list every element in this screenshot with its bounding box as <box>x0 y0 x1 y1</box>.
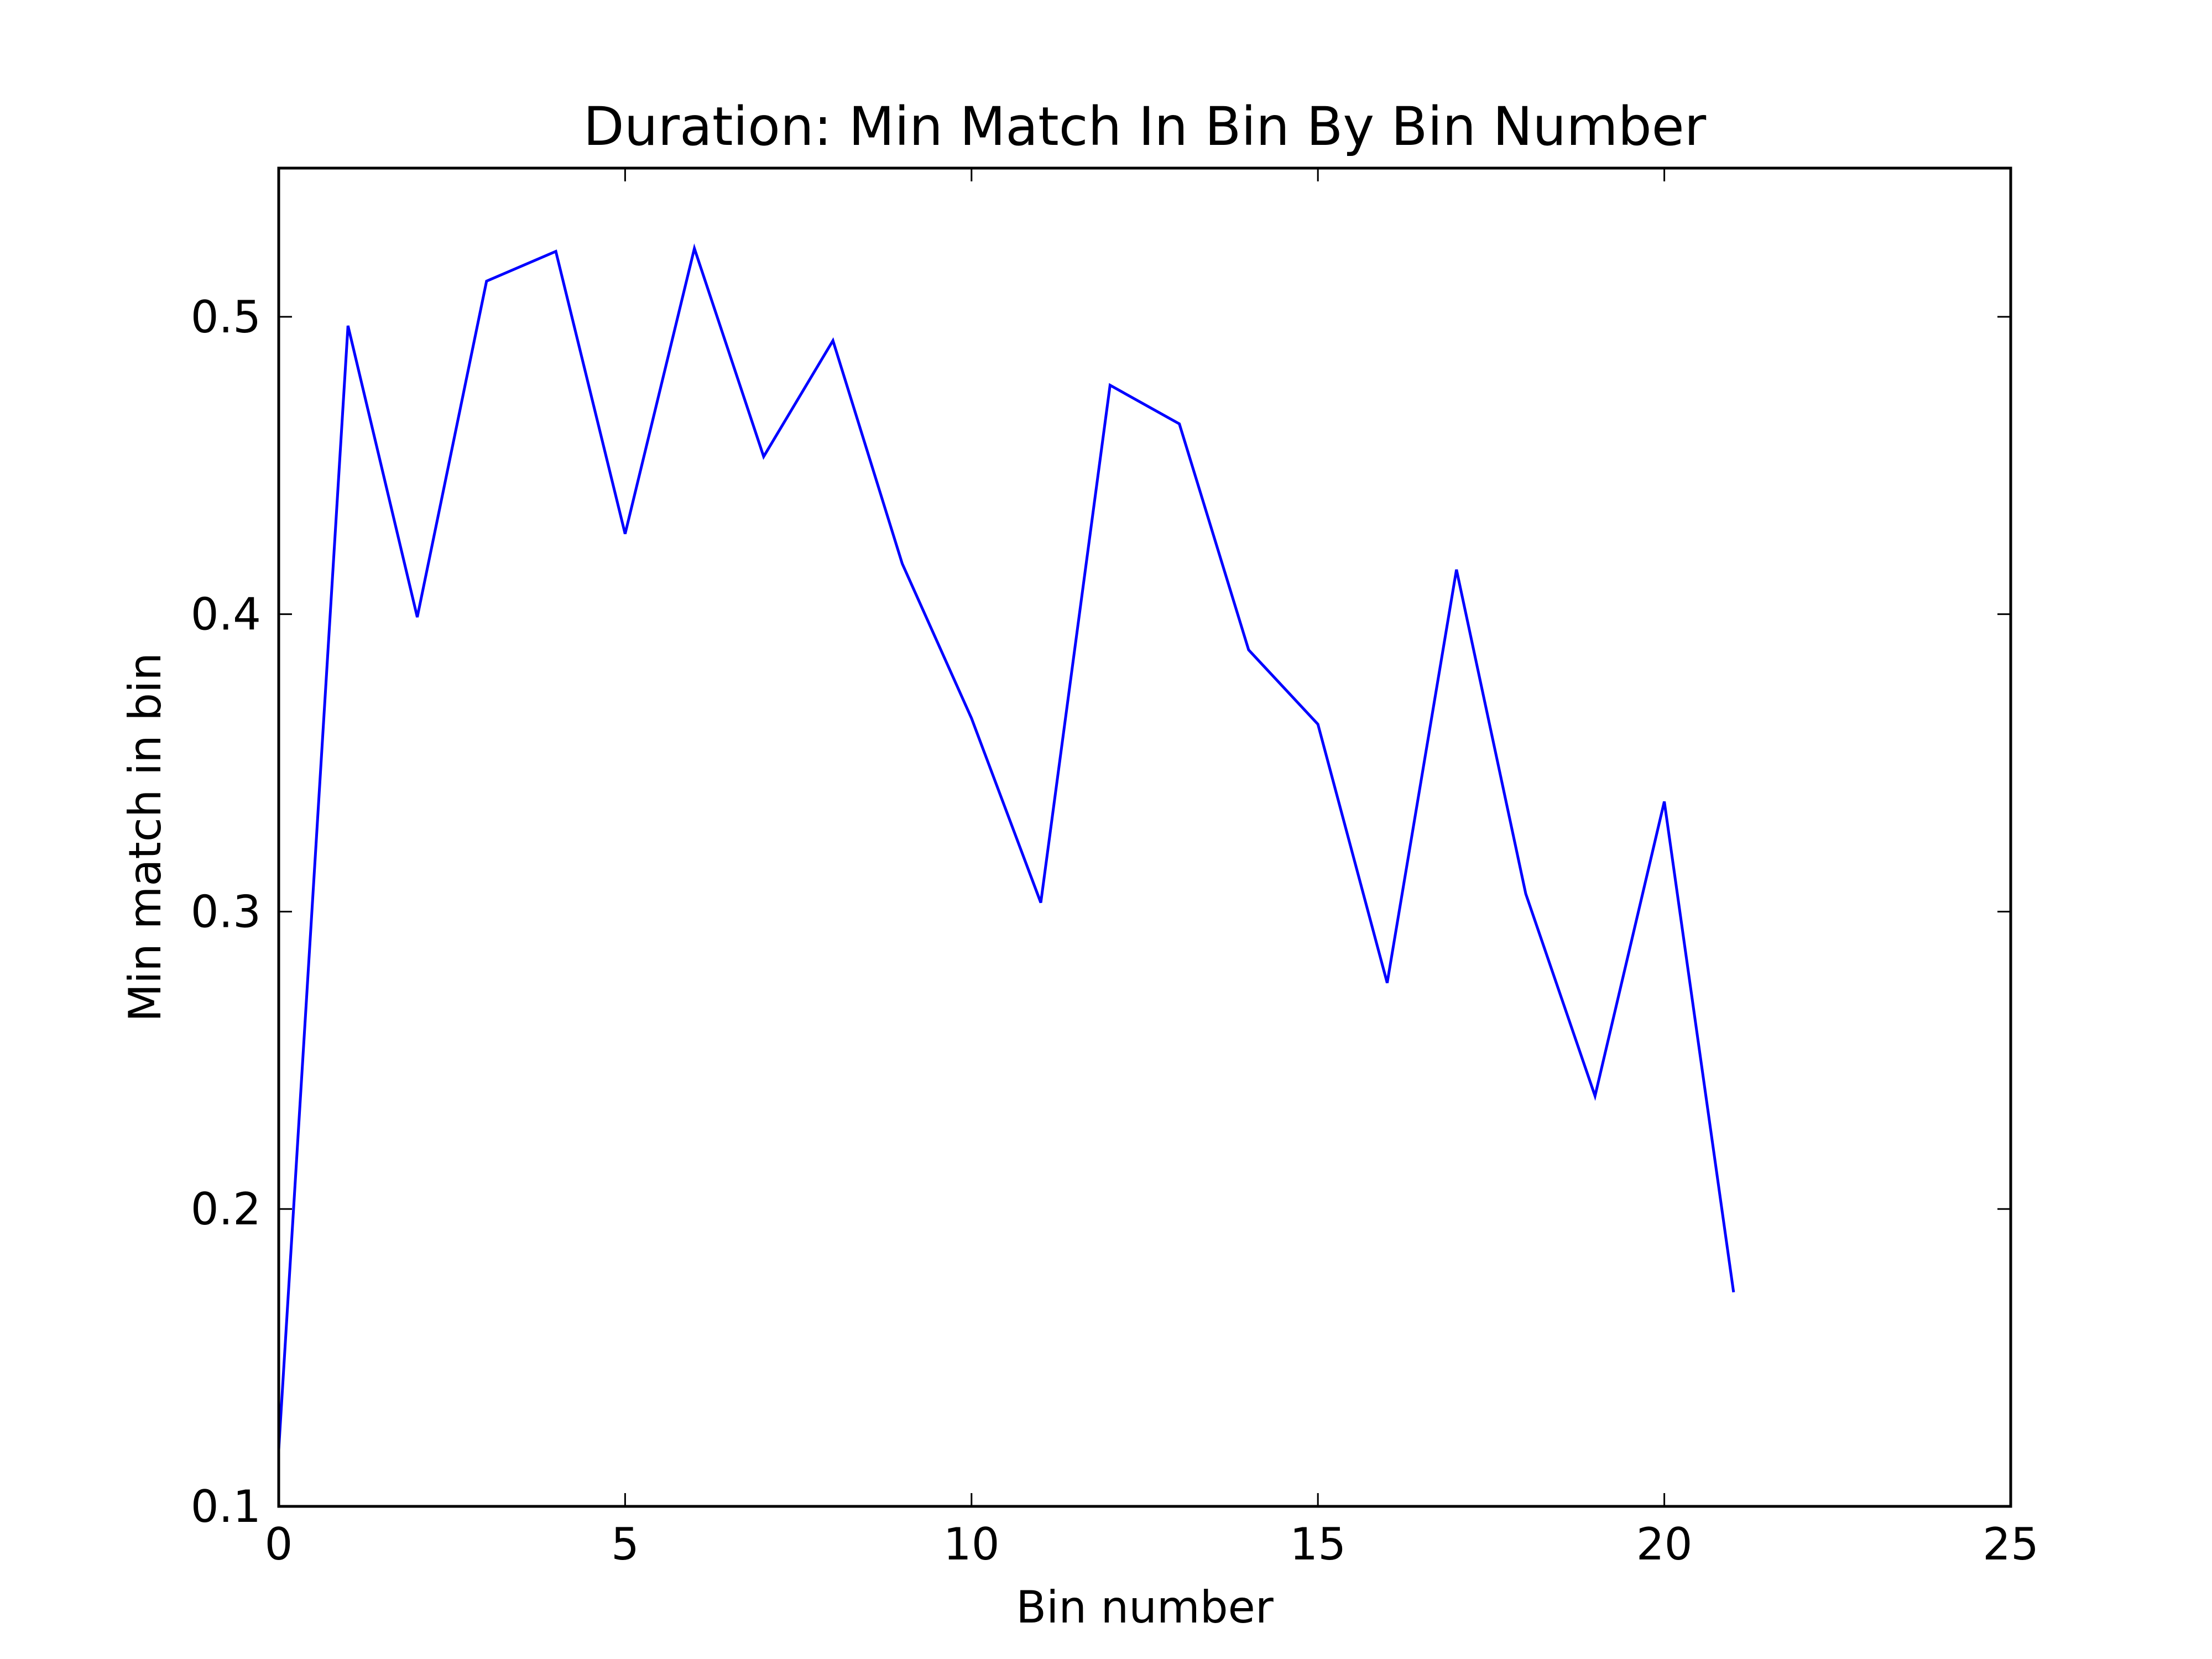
plot-frame <box>277 166 2012 1508</box>
y-tick-label: 0.2 <box>191 1183 261 1235</box>
axis-ticks: 0 5 10 15 20 25 0.1 0.2 0.3 0.4 0.5 <box>191 168 2039 1570</box>
x-tick-label: 0 <box>265 1519 293 1570</box>
series-line <box>277 243 1735 1450</box>
x-tick-label: 10 <box>943 1519 1000 1570</box>
y-tick-label: 0.3 <box>191 886 261 937</box>
y-tick-label: 0.5 <box>191 291 261 343</box>
x-tick-label: 25 <box>1983 1519 2039 1570</box>
x-tick-label: 20 <box>1636 1519 1693 1570</box>
x-axis-label: Bin number <box>1016 1582 1274 1633</box>
x-tick-label: 15 <box>1290 1519 1346 1570</box>
y-tick-label: 0.1 <box>191 1481 261 1532</box>
series-layer <box>277 243 1735 1450</box>
y-tick-label: 0.4 <box>191 589 261 640</box>
chart-title: Duration: Min Match In Bin By Bin Number <box>583 96 1707 158</box>
y-axis-label: Min match in bin <box>119 653 171 1022</box>
x-tick-label: 5 <box>611 1519 639 1570</box>
